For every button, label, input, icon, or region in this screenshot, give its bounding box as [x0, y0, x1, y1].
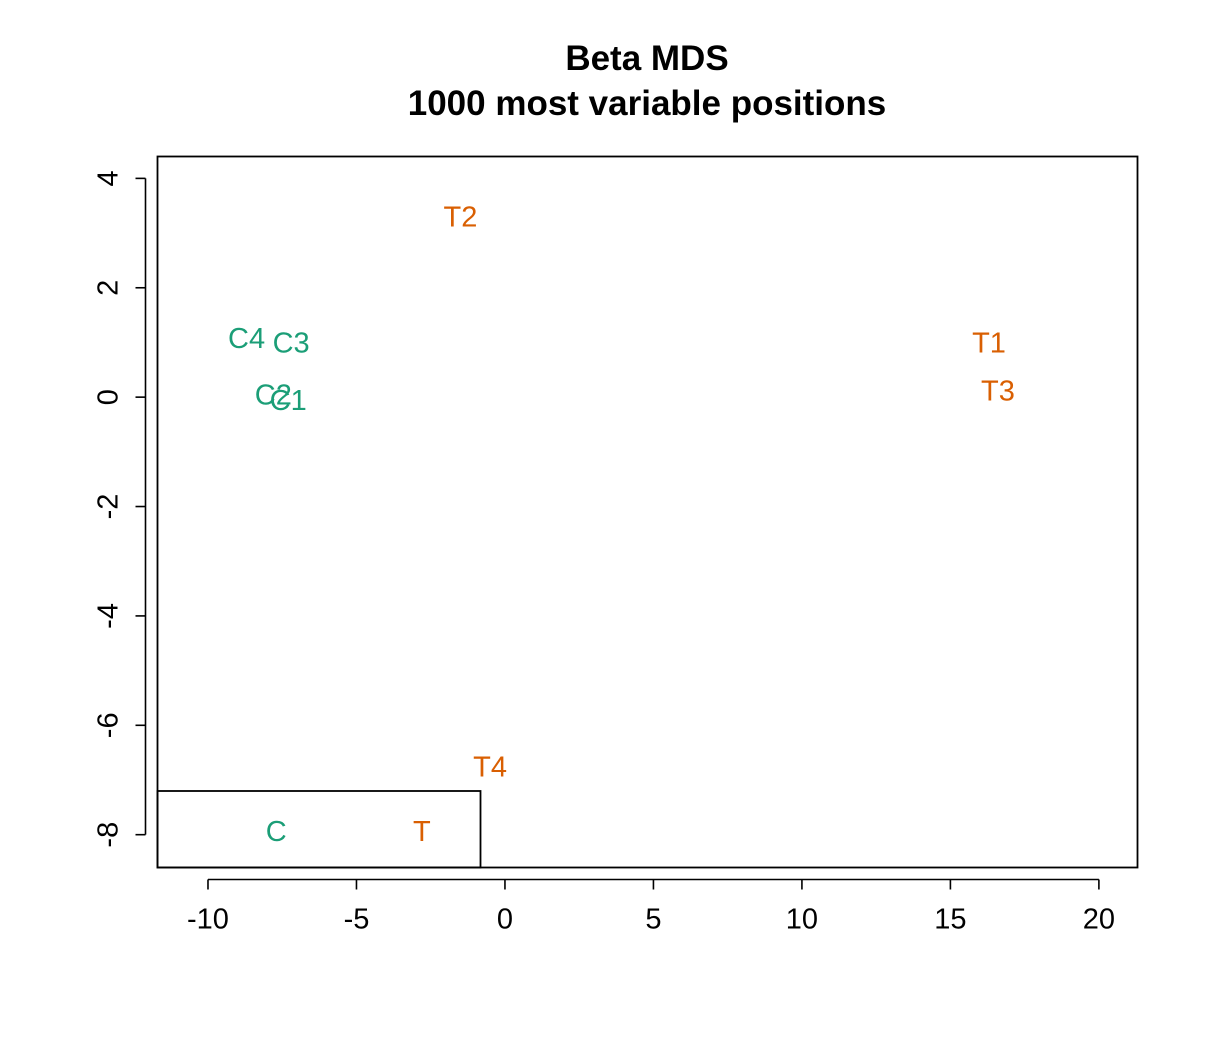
x-tick-label: 15: [934, 904, 966, 936]
y-tick-label: 2: [93, 280, 125, 296]
point-t2: T2: [443, 202, 477, 234]
x-tick-label: -10: [187, 904, 229, 936]
y-tick-label: 4: [93, 170, 125, 186]
point-c3: C3: [273, 327, 310, 359]
y-tick-label: 0: [93, 389, 125, 405]
y-axis: -8 -6 -4 -2 0 2 4: [93, 170, 147, 848]
x-tick-label: 5: [645, 904, 661, 936]
y-tick-label: -8: [93, 822, 125, 848]
chart-subtitle: 1000 most variable positions: [408, 84, 887, 123]
point-c2: C2: [255, 379, 292, 411]
legend-entry-t: T: [413, 816, 431, 848]
x-tick-label: 0: [497, 904, 513, 936]
point-c1: C1: [270, 385, 307, 417]
point-t3: T3: [981, 376, 1015, 408]
x-tick-label: 20: [1083, 904, 1115, 936]
x-axis: -10 -5 0 5 10 15 20: [187, 878, 1115, 936]
chart-title: Beta MDS: [565, 39, 728, 78]
legend-entry-c: C: [266, 816, 287, 848]
y-tick-label: -4: [93, 603, 125, 629]
y-tick-label: -2: [93, 494, 125, 520]
point-t4: T4: [473, 751, 507, 783]
legend-box: [156, 790, 482, 869]
plot-frame: [156, 155, 1139, 869]
point-c4: C4: [228, 323, 265, 355]
y-tick-label: -6: [93, 712, 125, 738]
x-tick-label: -5: [344, 904, 370, 936]
point-t1: T1: [972, 327, 1006, 359]
x-tick-label: 10: [786, 904, 818, 936]
